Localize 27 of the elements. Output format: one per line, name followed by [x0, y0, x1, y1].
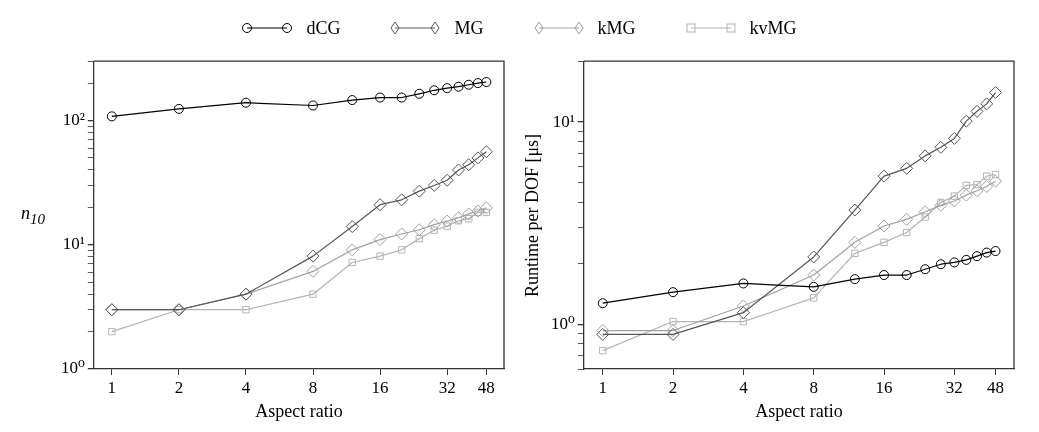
legend-label: kMG [597, 17, 636, 39]
x-tick-label: 1 [598, 377, 607, 397]
x-tick-label: 1 [107, 377, 117, 397]
x-tick-label: 4 [739, 377, 749, 397]
y-tick-label: 10⁰ [550, 313, 575, 333]
x-tick-label: 16 [875, 377, 893, 397]
legend-label: dCG [306, 17, 341, 39]
x-tick-label: 16 [371, 377, 389, 397]
x-axis-title: Aspect ratio [255, 400, 343, 421]
x-tick-label: 32 [945, 377, 963, 397]
x-tick-label: 48 [987, 377, 1004, 397]
x-tick-label: 4 [241, 377, 251, 397]
y-tick-label: 10¹ [62, 234, 85, 254]
x-tick-label: 8 [809, 377, 818, 397]
y-tick-label: 10² [62, 109, 85, 129]
x-tick-label: 8 [308, 377, 318, 397]
y-tick-label: 10⁰ [60, 358, 85, 378]
legend-label: MG [454, 17, 484, 39]
y-axis-title: Runtime per DOF [μs] [522, 133, 544, 298]
x-tick-label: 2 [174, 377, 184, 397]
y-axis-title: n$_{10}$ [21, 203, 45, 228]
x-tick-label: 2 [668, 377, 678, 397]
legend-label: kvMG [749, 17, 797, 39]
x-axis-title: Aspect ratio [755, 400, 843, 421]
y-tick-label: 10¹ [552, 111, 575, 131]
x-tick-label: 32 [438, 377, 456, 397]
x-tick-label: 48 [477, 377, 495, 397]
